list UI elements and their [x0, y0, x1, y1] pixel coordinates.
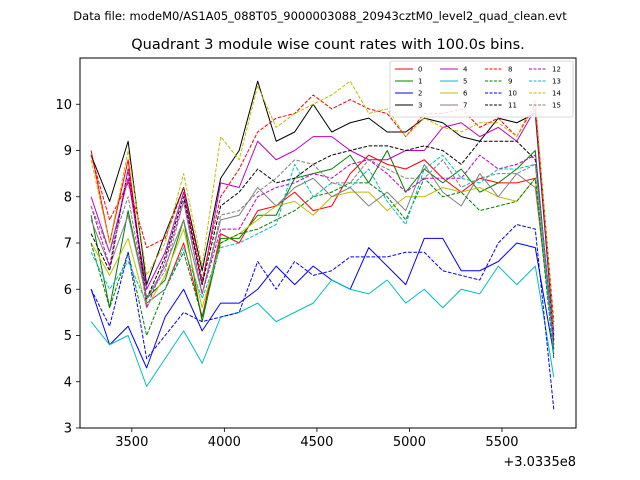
series-line-12 — [90, 154, 555, 345]
x-tick-label: 4500 — [300, 435, 333, 450]
x-axis-offset-label: +3.0335e8 — [503, 455, 576, 470]
y-tick-label: 9 — [64, 144, 72, 159]
legend-label-5: 5 — [463, 78, 467, 86]
legend-label-4: 4 — [463, 66, 468, 74]
legend-label-3: 3 — [418, 102, 422, 110]
series-line-4 — [90, 108, 555, 331]
legend-label-10: 10 — [508, 90, 517, 98]
legend-label-1: 1 — [418, 78, 422, 86]
chart-suptitle: Data file: modeM0/AS1A05_088T05_90000030… — [73, 9, 567, 23]
y-tick-label: 4 — [64, 375, 72, 390]
series-line-5 — [90, 265, 555, 387]
series-line-14 — [90, 80, 555, 327]
legend-label-11: 11 — [508, 102, 517, 110]
series-line-7 — [90, 163, 555, 345]
series-line-10 — [90, 224, 555, 410]
series-line-3 — [90, 80, 555, 336]
x-axis: 3500 4000 4500 5000 5500 — [115, 428, 519, 450]
chart-title: Quadrant 3 module wise count rates with … — [131, 37, 525, 53]
series-line-15 — [90, 159, 555, 336]
legend-label-9: 9 — [508, 78, 512, 86]
series-line-6 — [90, 177, 555, 345]
x-tick-label: 4000 — [208, 435, 241, 450]
legend-label-7: 7 — [463, 102, 467, 110]
legend-label-6: 6 — [463, 90, 468, 98]
x-tick-label: 3500 — [115, 435, 148, 450]
legend-label-13: 13 — [552, 78, 561, 86]
legend-label-0: 0 — [418, 66, 422, 74]
y-axis: 3 4 5 6 7 8 9 10 — [55, 98, 80, 437]
series-line-13 — [90, 154, 555, 355]
y-tick-label: 7 — [64, 237, 72, 252]
series-line-11 — [90, 140, 555, 341]
legend-label-14: 14 — [552, 90, 561, 98]
legend-label-12: 12 — [552, 66, 561, 74]
y-tick-label: 10 — [55, 98, 72, 113]
legend-label-15: 15 — [552, 102, 561, 110]
legend-label-2: 2 — [418, 90, 422, 98]
legend-label-8: 8 — [508, 66, 512, 74]
series-line-1 — [90, 150, 555, 350]
x-tick-label: 5000 — [393, 435, 426, 450]
y-tick-label: 6 — [64, 283, 72, 298]
legend-box — [389, 60, 574, 118]
y-tick-label: 8 — [64, 190, 72, 205]
y-tick-label: 5 — [64, 329, 72, 344]
series-layer — [90, 80, 555, 410]
y-tick-label: 3 — [64, 422, 72, 437]
x-tick-label: 5500 — [485, 435, 518, 450]
series-line-2 — [90, 237, 555, 369]
